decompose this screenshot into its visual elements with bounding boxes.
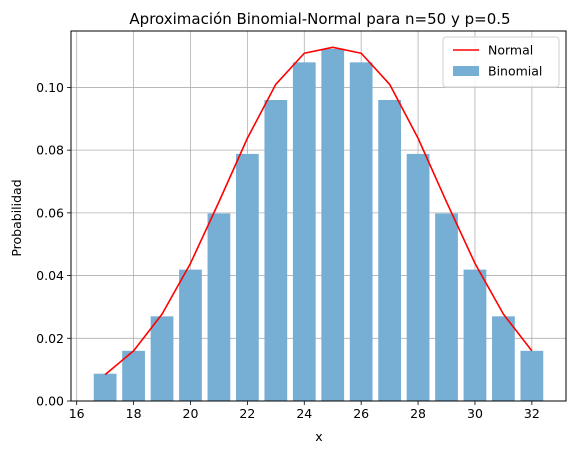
x-tick-label: 28 <box>410 406 426 421</box>
binomial-bar <box>435 213 458 401</box>
binomial-bar <box>520 350 544 401</box>
y-tick-label: 0.04 <box>36 268 64 283</box>
y-tick-label: 0.02 <box>36 331 64 346</box>
axes-frame <box>70 30 567 402</box>
binomial-bar <box>93 373 117 401</box>
legend-normal-label: Normal <box>488 43 533 58</box>
binomial-bar <box>292 62 316 402</box>
x-tick-label: 24 <box>296 406 312 421</box>
x-axis-ticks: 16 18 20 22 24 26 28 30 32 <box>69 401 540 421</box>
y-tick-label: 0.08 <box>36 143 64 158</box>
x-tick-label: 30 <box>467 406 483 421</box>
binomial-bar <box>378 99 401 402</box>
binomial-bar <box>122 350 145 401</box>
y-tick-label: 0.00 <box>36 394 64 409</box>
binomial-bar <box>236 153 259 401</box>
binomial-bar <box>406 153 430 401</box>
x-tick-label: 32 <box>524 406 540 421</box>
x-tick-label: 22 <box>239 406 255 421</box>
y-axis-ticks: 0.00 0.02 0.04 0.06 0.08 0.10 <box>36 80 71 409</box>
binomial-bar <box>492 316 515 401</box>
chart-title: Aproximación Binomial-Normal para n=50 y… <box>129 10 510 28</box>
binomial-bar <box>207 213 231 401</box>
binomial-bars <box>93 48 544 402</box>
normal-line <box>104 46 533 376</box>
legend-binomial-label: Binomial <box>488 64 542 79</box>
y-tick-label: 0.10 <box>36 80 64 95</box>
binomial-bar <box>264 99 288 402</box>
x-tick-label: 20 <box>183 406 199 421</box>
legend-binomial-swatch <box>453 66 479 76</box>
binomial-bar <box>150 316 174 401</box>
y-tick-label: 0.06 <box>36 205 64 220</box>
x-tick-label: 16 <box>69 406 85 421</box>
legend: Normal Binomial <box>442 36 560 88</box>
x-axis-label: x <box>315 429 322 444</box>
binomial-bar <box>321 48 345 401</box>
binomial-bar <box>463 269 487 401</box>
x-tick-label: 26 <box>353 406 369 421</box>
x-tick-label: 18 <box>126 406 142 421</box>
binomial-bar <box>179 269 202 401</box>
normal-line-path <box>104 46 533 376</box>
y-axis-label: Probabilidad <box>9 179 24 256</box>
binomial-bar <box>349 62 373 402</box>
